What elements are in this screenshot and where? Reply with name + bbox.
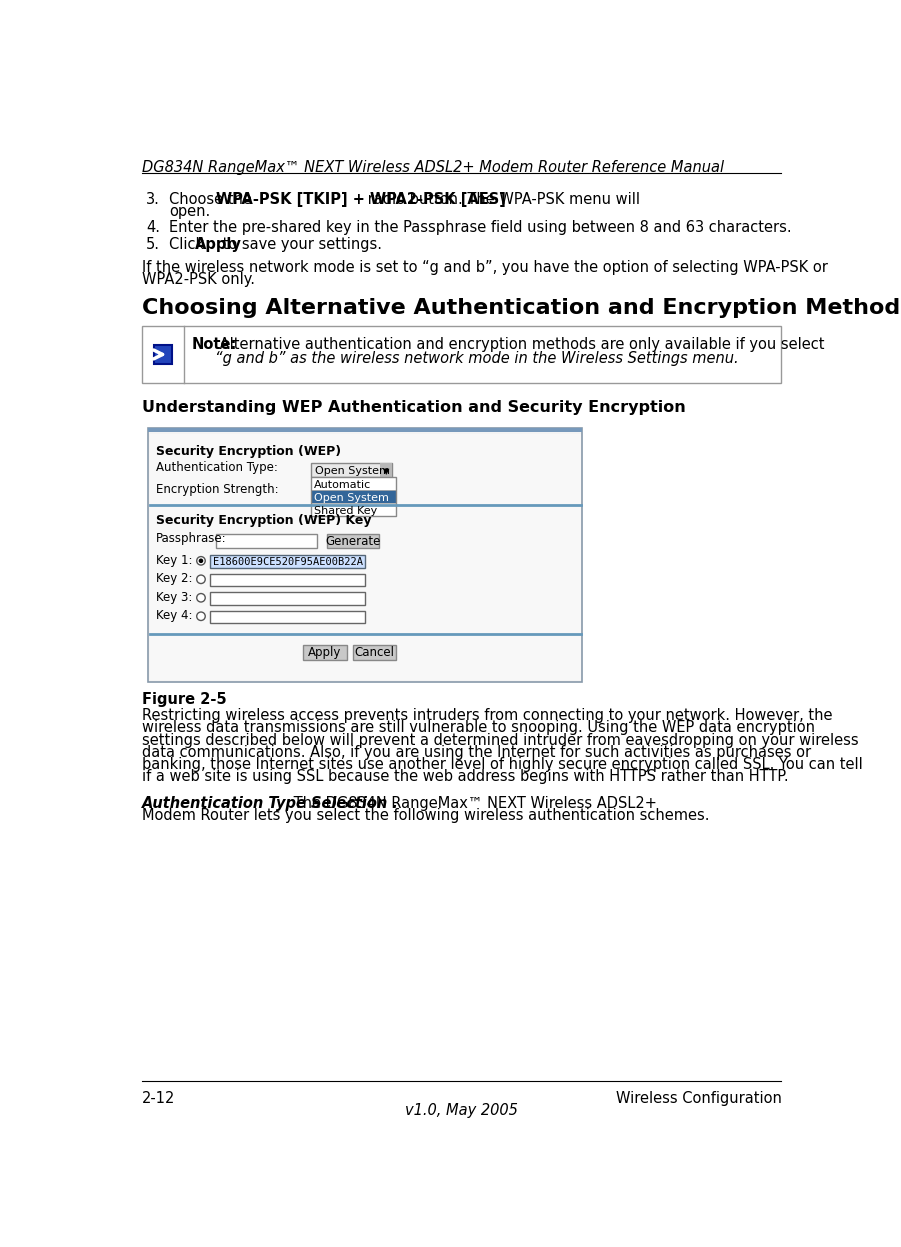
Text: 4.: 4. <box>146 219 160 234</box>
Bar <box>210 592 365 605</box>
Text: Shared Key: Shared Key <box>314 506 378 516</box>
Text: 3.: 3. <box>146 192 159 207</box>
Text: Restricting wireless access prevents intruders from connecting to your network. : Restricting wireless access prevents int… <box>142 708 833 723</box>
Bar <box>353 645 396 660</box>
Text: open.: open. <box>169 205 211 219</box>
Text: Key 3:: Key 3: <box>156 591 193 604</box>
Text: E18600E9CE520F95AE00B22A: E18600E9CE520F95AE00B22A <box>214 557 363 567</box>
Text: Open System: Open System <box>314 493 389 503</box>
Bar <box>304 645 347 660</box>
Bar <box>210 574 365 586</box>
Text: Alternative authentication and encryption methods are only available if you sele: Alternative authentication and encryptio… <box>215 337 824 352</box>
Text: If the wireless network mode is set to “g and b”, you have the option of selecti: If the wireless network mode is set to “… <box>142 259 828 274</box>
Text: Cancel: Cancel <box>355 646 395 658</box>
Bar <box>210 555 365 567</box>
Text: wireless data transmissions are still vulnerable to snooping. Using the WEP data: wireless data transmissions are still vu… <box>142 721 815 736</box>
Text: Encryption Strength:: Encryption Strength: <box>156 483 278 496</box>
Text: ▼: ▼ <box>383 466 389 476</box>
Bar <box>311 476 396 490</box>
Text: data communications. Also, if you are using the Internet for such activities as : data communications. Also, if you are us… <box>142 744 811 759</box>
Text: Modem Router lets you select the following wireless authentication schemes.: Modem Router lets you select the followi… <box>142 808 710 823</box>
Bar <box>210 611 365 624</box>
Text: 2-12: 2-12 <box>142 1091 176 1106</box>
Circle shape <box>196 575 205 584</box>
Text: if a web site is using SSL because the web address begins with HTTPS rather than: if a web site is using SSL because the w… <box>142 769 788 784</box>
Text: Choose the: Choose the <box>169 192 257 207</box>
Bar <box>311 476 396 516</box>
Text: settings described below will prevent a determined intruder from eavesdropping o: settings described below will prevent a … <box>142 732 859 747</box>
Bar <box>154 345 172 364</box>
Circle shape <box>196 594 205 602</box>
Text: Automatic: Automatic <box>314 480 371 490</box>
Bar <box>311 490 396 503</box>
Text: Apply: Apply <box>308 646 341 658</box>
Text: banking, those Internet sites use another level of highly secure encryption call: banking, those Internet sites use anothe… <box>142 757 863 772</box>
Text: Passphrase:: Passphrase: <box>156 532 227 545</box>
Text: radio button. The WPA-PSK menu will: radio button. The WPA-PSK menu will <box>362 192 640 207</box>
Text: “g and b” as the wireless network mode in the Wireless Settings menu.: “g and b” as the wireless network mode i… <box>215 350 739 365</box>
Bar <box>216 534 317 547</box>
Text: Choosing Alternative Authentication and Encryption Methods: Choosing Alternative Authentication and … <box>142 298 901 318</box>
Text: Apply: Apply <box>195 237 241 252</box>
Bar <box>311 503 396 516</box>
Text: WPA2-PSK only.: WPA2-PSK only. <box>142 272 255 287</box>
Bar <box>142 325 781 383</box>
Circle shape <box>198 559 204 564</box>
Text: Authentication Type Selection .: Authentication Type Selection . <box>142 796 399 811</box>
Bar <box>150 434 581 680</box>
Text: Wireless Configuration: Wireless Configuration <box>615 1091 781 1106</box>
Text: Security Encryption (WEP): Security Encryption (WEP) <box>156 444 341 458</box>
Text: Understanding WEP Authentication and Security Encryption: Understanding WEP Authentication and Sec… <box>142 400 686 415</box>
Bar <box>149 428 582 433</box>
Text: Key 2:: Key 2: <box>156 572 193 585</box>
Text: 5.: 5. <box>146 237 160 252</box>
Text: Authentication Type:: Authentication Type: <box>156 461 278 475</box>
Bar <box>326 534 379 547</box>
Text: Open System: Open System <box>315 466 390 476</box>
Bar <box>149 428 582 682</box>
Circle shape <box>196 556 205 565</box>
Bar <box>311 463 393 476</box>
Circle shape <box>196 612 205 621</box>
Text: Note:: Note: <box>192 337 237 352</box>
Text: to save your settings.: to save your settings. <box>218 237 382 252</box>
Text: Security Encryption (WEP) Key: Security Encryption (WEP) Key <box>156 514 371 526</box>
Text: Key 1:: Key 1: <box>156 554 193 567</box>
Bar <box>380 463 393 476</box>
Text: Enter the pre-shared key in the Passphrase field using between 8 and 63 characte: Enter the pre-shared key in the Passphra… <box>169 219 792 234</box>
Text: v1.0, May 2005: v1.0, May 2005 <box>405 1102 518 1117</box>
Text: DG834N RangeMax™ NEXT Wireless ADSL2+ Modem Router Reference Manual: DG834N RangeMax™ NEXT Wireless ADSL2+ Mo… <box>142 161 724 176</box>
Text: Figure 2-5: Figure 2-5 <box>142 692 227 707</box>
Text: Key 4:: Key 4: <box>156 610 193 622</box>
Text: Click: Click <box>169 237 209 252</box>
Text: Generate: Generate <box>325 535 380 549</box>
Text: WPA-PSK [TKIP] + WPA2-PSK [AES]: WPA-PSK [TKIP] + WPA2-PSK [AES] <box>216 192 506 207</box>
Text: The DG834N RangeMax™ NEXT Wireless ADSL2+: The DG834N RangeMax™ NEXT Wireless ADSL2… <box>288 796 657 811</box>
